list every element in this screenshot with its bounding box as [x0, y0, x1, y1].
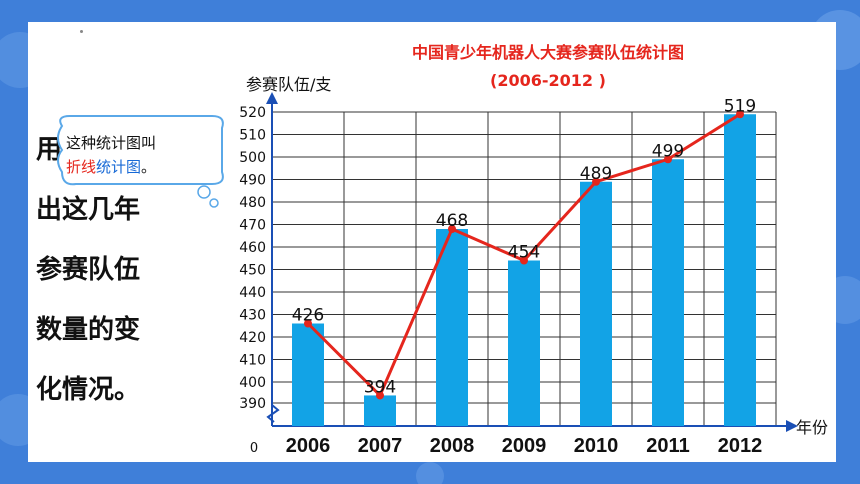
y-tick-label: 430 — [239, 308, 266, 324]
y-tick-label: 470 — [239, 218, 266, 234]
y-axis-arrow — [266, 92, 278, 104]
y-tick-label: 450 — [239, 263, 266, 279]
data-label: 394 — [364, 377, 396, 397]
side-text-line: 参赛队伍 — [36, 255, 141, 285]
data-point — [736, 110, 744, 119]
slide-panel — [28, 22, 836, 462]
data-point — [664, 155, 672, 164]
bar — [292, 323, 324, 426]
y-tick-label: 510 — [239, 128, 266, 144]
y-tick-label: 490 — [239, 173, 266, 189]
callout-period: 。 — [141, 158, 157, 176]
x-tick-label: 2012 — [718, 435, 763, 457]
side-text-line: 出这几年 — [36, 195, 141, 225]
bar — [436, 229, 468, 426]
y-tick-label: 480 — [239, 195, 266, 211]
y-tick-label: 520 — [239, 105, 266, 121]
x-tick-label: 2006 — [286, 435, 331, 457]
data-point — [592, 177, 600, 186]
x-axis-arrow — [786, 420, 798, 432]
data-label: 499 — [652, 141, 684, 161]
axis-break-mark — [266, 404, 280, 423]
data-label: 489 — [580, 164, 612, 184]
data-point — [304, 319, 312, 328]
bar — [364, 395, 396, 426]
bar — [724, 114, 756, 426]
x-tick-label: 2011 — [646, 435, 689, 457]
bar — [652, 159, 684, 426]
y-tick-label: 400 — [239, 375, 266, 391]
x-tick-label: 2010 — [574, 435, 619, 457]
data-label: 454 — [508, 243, 540, 263]
x-tick-label: 2007 — [358, 435, 403, 457]
data-label: 426 — [292, 306, 324, 326]
bar — [508, 260, 540, 426]
data-label: 519 — [724, 96, 756, 116]
thought-bubble — [57, 115, 224, 208]
callout-line-2: 折线统计图。 — [66, 155, 216, 179]
callout-red-word: 折线 — [66, 158, 97, 176]
callout-line-1: 这种统计图叫 — [66, 134, 157, 152]
y-tick-label: 500 — [239, 150, 266, 166]
data-label: 468 — [436, 211, 468, 231]
bar — [580, 181, 612, 426]
callout-blue-word: 统计图 — [96, 158, 142, 176]
y-tick-label: 460 — [239, 240, 266, 256]
chart-subtitle: (2006-2012 ) — [490, 71, 606, 90]
y-tick-label: 410 — [239, 353, 266, 369]
side-text-line: 化情况。 — [36, 375, 141, 405]
y-tick-label: 440 — [239, 285, 266, 301]
stray-dot — [80, 30, 83, 33]
x-axis-label: 年份 — [796, 418, 828, 437]
x-tick-label: 2009 — [502, 435, 547, 457]
y-axis-label: 参赛队伍/支 — [246, 75, 331, 94]
y-tick-label: 420 — [239, 330, 266, 346]
x-tick-label: 2008 — [430, 435, 475, 457]
data-point — [520, 256, 528, 265]
chart-title: 中国青少年机器人大赛参赛队伍统计图 — [412, 43, 684, 62]
origin-label: 0 — [250, 441, 258, 456]
data-point — [448, 225, 456, 233]
callout-text: 这种统计图叫 折线统计图。 — [66, 131, 216, 179]
data-point — [376, 391, 384, 400]
side-text-line: 数量的变 — [36, 315, 141, 345]
y-tick-label: 390 — [239, 396, 266, 412]
